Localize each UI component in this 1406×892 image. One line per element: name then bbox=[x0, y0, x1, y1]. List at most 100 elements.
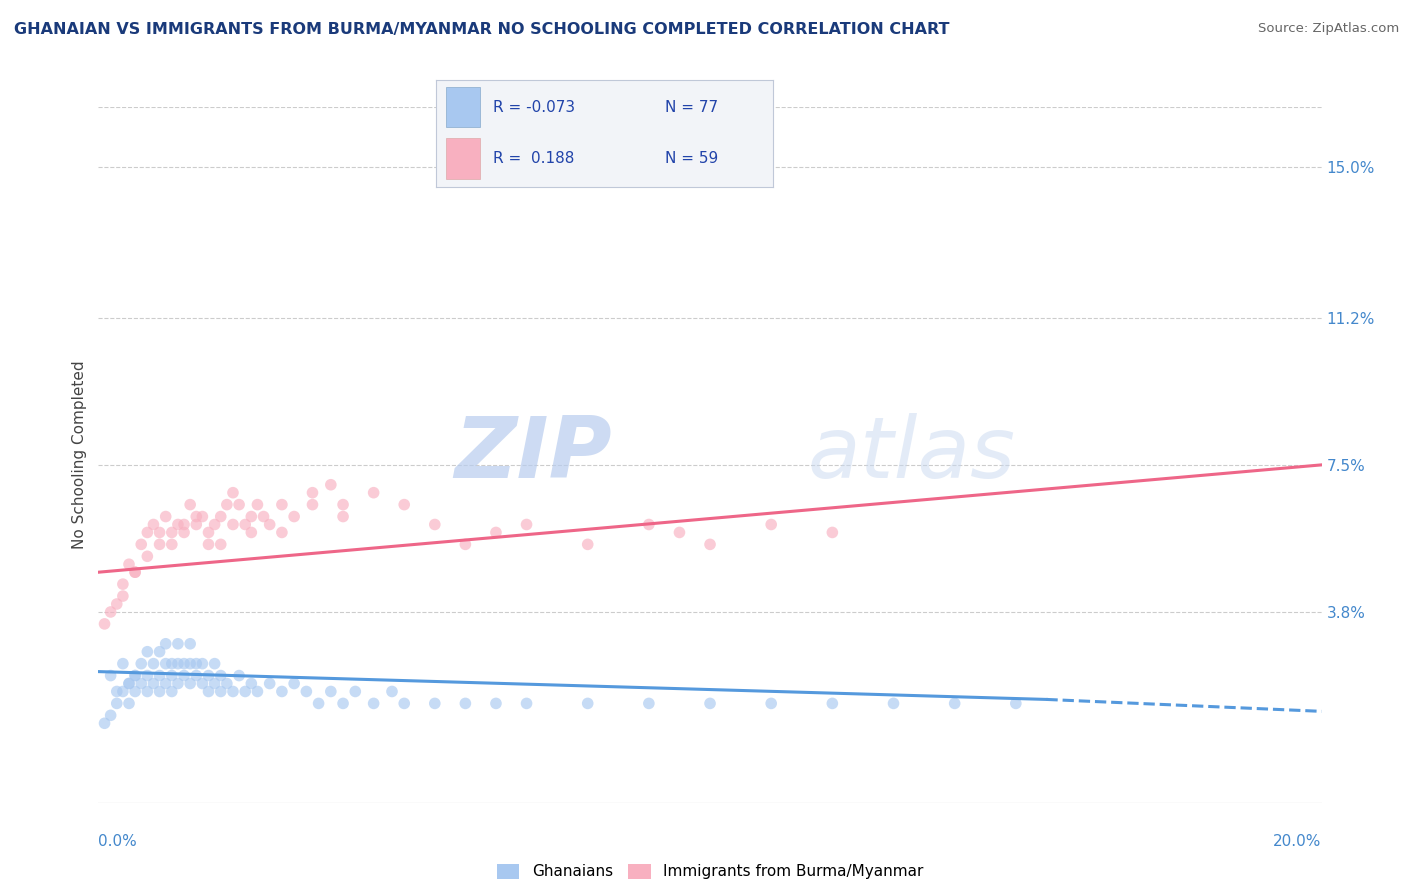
Point bbox=[209, 509, 232, 524]
Text: N = 77: N = 77 bbox=[665, 100, 718, 114]
Point bbox=[197, 684, 219, 698]
Point bbox=[155, 676, 177, 690]
Point bbox=[173, 668, 195, 682]
Point bbox=[173, 657, 195, 671]
Point bbox=[668, 525, 690, 540]
Point bbox=[319, 477, 342, 491]
Point bbox=[136, 549, 159, 564]
Point bbox=[167, 517, 190, 532]
Point bbox=[149, 684, 172, 698]
Point bbox=[111, 577, 134, 591]
Point bbox=[136, 668, 159, 682]
Point bbox=[699, 697, 721, 711]
Point bbox=[160, 668, 183, 682]
Point bbox=[270, 525, 292, 540]
Point bbox=[155, 637, 177, 651]
Point bbox=[204, 517, 226, 532]
Point bbox=[155, 509, 177, 524]
Point bbox=[759, 517, 782, 532]
Point bbox=[363, 697, 385, 711]
Point bbox=[240, 509, 263, 524]
Point bbox=[283, 509, 305, 524]
Point bbox=[142, 517, 165, 532]
Point bbox=[167, 657, 190, 671]
Point bbox=[301, 485, 323, 500]
Point bbox=[118, 558, 141, 572]
Point bbox=[197, 525, 219, 540]
Point bbox=[167, 637, 190, 651]
Point bbox=[93, 616, 115, 631]
Point bbox=[215, 498, 238, 512]
Point bbox=[332, 498, 354, 512]
Point bbox=[111, 684, 134, 698]
Point bbox=[142, 676, 165, 690]
Point bbox=[160, 684, 183, 698]
Point bbox=[332, 697, 354, 711]
Point bbox=[149, 645, 172, 659]
Point bbox=[179, 676, 201, 690]
Point bbox=[118, 697, 141, 711]
Point bbox=[381, 684, 404, 698]
Point bbox=[240, 676, 263, 690]
Point bbox=[186, 668, 208, 682]
Point bbox=[160, 657, 183, 671]
Point bbox=[943, 697, 966, 711]
Point bbox=[149, 668, 172, 682]
Point bbox=[160, 525, 183, 540]
Point bbox=[516, 517, 538, 532]
Text: R = -0.073: R = -0.073 bbox=[494, 100, 575, 114]
Point bbox=[179, 498, 201, 512]
Point bbox=[105, 697, 128, 711]
Point bbox=[129, 537, 152, 551]
Point bbox=[821, 525, 844, 540]
Point bbox=[100, 668, 122, 682]
Point bbox=[149, 525, 172, 540]
Point bbox=[637, 697, 661, 711]
Point bbox=[270, 498, 292, 512]
Point bbox=[111, 589, 134, 603]
Point bbox=[283, 676, 305, 690]
Point bbox=[233, 517, 256, 532]
Point bbox=[100, 605, 122, 619]
Point bbox=[270, 684, 292, 698]
Point bbox=[246, 684, 269, 698]
Point bbox=[179, 657, 201, 671]
Point bbox=[124, 565, 146, 579]
Point bbox=[118, 676, 141, 690]
Point bbox=[209, 684, 232, 698]
Y-axis label: No Schooling Completed: No Schooling Completed bbox=[72, 360, 87, 549]
Point bbox=[155, 657, 177, 671]
Point bbox=[136, 525, 159, 540]
Point bbox=[129, 657, 152, 671]
Point bbox=[295, 684, 318, 698]
Text: 0.0%: 0.0% bbox=[98, 834, 138, 849]
Point bbox=[105, 684, 128, 698]
Point bbox=[259, 517, 281, 532]
Point bbox=[344, 684, 367, 698]
Text: 20.0%: 20.0% bbox=[1274, 834, 1322, 849]
Point bbox=[821, 697, 844, 711]
Point bbox=[883, 697, 905, 711]
Point bbox=[319, 684, 342, 698]
Point bbox=[222, 684, 245, 698]
Point bbox=[485, 697, 508, 711]
Point bbox=[485, 525, 508, 540]
Point bbox=[197, 668, 219, 682]
Point bbox=[363, 485, 385, 500]
Point bbox=[759, 697, 782, 711]
Point bbox=[1004, 697, 1026, 711]
Point bbox=[191, 509, 214, 524]
Point bbox=[454, 537, 477, 551]
Text: R =  0.188: R = 0.188 bbox=[494, 151, 575, 166]
Point bbox=[186, 509, 208, 524]
Point bbox=[576, 537, 599, 551]
Point bbox=[228, 668, 250, 682]
Point bbox=[149, 537, 172, 551]
Point bbox=[240, 525, 263, 540]
Point bbox=[186, 657, 208, 671]
Point bbox=[173, 525, 195, 540]
Point bbox=[423, 697, 446, 711]
Point bbox=[124, 565, 146, 579]
Point bbox=[124, 668, 146, 682]
Point bbox=[392, 697, 416, 711]
